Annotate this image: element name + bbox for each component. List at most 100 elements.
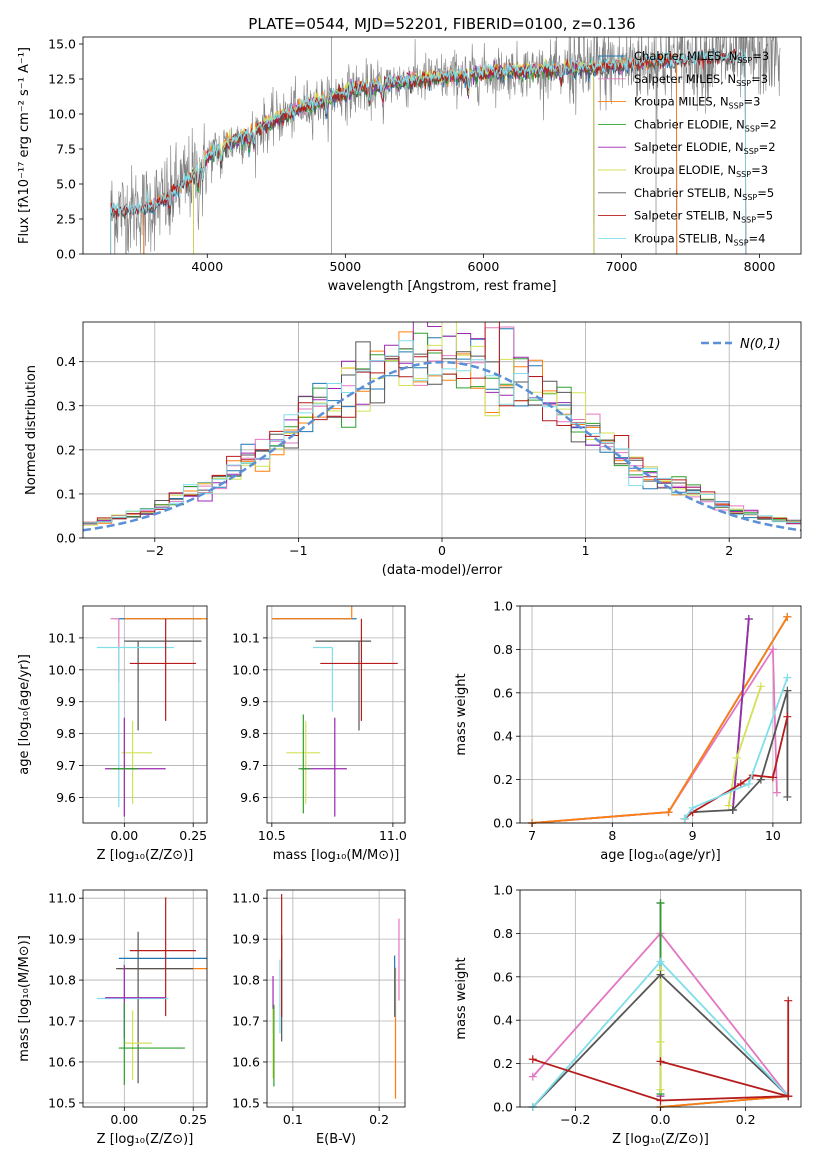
chart-title: PLATE=0544, MJD=52201, FIBERID=0100, z=0… xyxy=(248,15,635,33)
x-axis-label: Z [log₁₀(Z/Z⊙)] xyxy=(97,1132,194,1147)
axes-frame xyxy=(82,889,208,1108)
weight-marker xyxy=(744,615,753,624)
x-tick-label: 0 xyxy=(438,543,446,558)
weight-marker xyxy=(783,712,792,721)
axes-weight-vs-age xyxy=(520,605,801,824)
weight-marker xyxy=(728,805,737,814)
legend-label: N(0,1) xyxy=(740,337,781,352)
x-tick-label: −0.2 xyxy=(560,1112,590,1127)
x-tick-label: 9 xyxy=(689,828,697,843)
y-axis-label: Normed distribution xyxy=(24,365,39,495)
weight-marker xyxy=(656,1037,665,1046)
y-tick-label: 0.8 xyxy=(493,642,513,657)
weight-line xyxy=(532,1000,790,1102)
frame-age-vs-mass: 10.5 11.0 9.6 9.7 9.8 9.9 10.0 10.1 mass [log₁₀(… xyxy=(232,605,407,863)
model-spectrum xyxy=(193,58,595,254)
x-axis-label: mass [log₁₀(M/M⊙)] xyxy=(273,848,400,863)
frame-weight-vs-age: 7 8 9 10 0.0 0.2 0.4 0.6 0.8 1.0 age [log₁₀(age/yr… xyxy=(454,599,802,863)
y-tick-label: 9.6 xyxy=(240,790,260,805)
axes-frame xyxy=(266,889,406,1108)
frame-mass-vs-Z: 0.00 0.25 10.5 10.6 10.7 10.8 10.9 11.0 Z [log₁₀… xyxy=(17,889,208,1147)
errorbar-plot xyxy=(271,606,398,817)
weight-marker xyxy=(784,1092,793,1101)
y-tick-label: 10.0 xyxy=(232,662,260,677)
x-tick-label: 0.25 xyxy=(179,828,207,843)
y-axis-label: age [log₁₀(age/yr)] xyxy=(17,654,32,775)
x-axis-label: wavelength [Angstrom, rest frame] xyxy=(328,279,557,294)
legend-label: Chabrier ELODIE, NSSP=2 xyxy=(634,117,777,133)
y-tick-label: 0.0 xyxy=(56,247,76,262)
y-tick-label: 0.4 xyxy=(493,729,513,744)
y-tick-label: 5.0 xyxy=(56,177,76,192)
x-axis-label: (data-model)/error xyxy=(382,563,503,578)
y-axis-label: mass weight xyxy=(454,957,469,1039)
x-axis-label: Z [log₁₀(Z/Z⊙)] xyxy=(97,848,194,863)
legend: Chabrier MILES, NSSP=3 Salpeter MILES, NS… xyxy=(598,49,777,247)
weight-marker xyxy=(783,612,792,621)
x-tick-label: −1 xyxy=(289,543,307,558)
weight-marker xyxy=(768,773,777,782)
axes-mass-vs-EBV xyxy=(267,890,405,1107)
x-tick-label: 0.1 xyxy=(283,1112,303,1127)
model-spectrum xyxy=(193,60,595,254)
weight-line xyxy=(683,677,789,820)
weight-marker xyxy=(768,645,777,654)
model-spectrum xyxy=(110,48,747,254)
weight-marker xyxy=(656,1057,665,1066)
axes-age-vs-Z xyxy=(83,606,207,823)
x-tick-label: 0.00 xyxy=(110,1112,138,1127)
y-axis-label: mass [log₁₀(M/M⊙)] xyxy=(17,935,32,1062)
y-tick-label: 10.6 xyxy=(232,1054,260,1069)
y-tick-label: 0.2 xyxy=(56,442,76,457)
y-tick-label: 0.2 xyxy=(493,772,513,787)
axes-frame xyxy=(519,605,802,824)
x-tick-label: 4000 xyxy=(191,259,223,274)
x-axis-label: age [log₁₀(age/yr)] xyxy=(600,848,721,863)
x-tick-label: 2 xyxy=(725,543,733,558)
legend-label: Kroupa ELODIE, NSSP=3 xyxy=(634,163,768,179)
weight-marker xyxy=(656,899,665,908)
y-tick-label: 0.8 xyxy=(493,926,513,941)
weight-marker xyxy=(664,808,673,817)
weight-marker xyxy=(783,792,792,801)
y-tick-label: 9.8 xyxy=(240,726,260,741)
weight-marker xyxy=(744,779,753,788)
gaussian-curve xyxy=(83,360,801,532)
x-tick-label: 0.25 xyxy=(179,1112,207,1127)
y-tick-label: 1.0 xyxy=(493,883,513,898)
weight-marker xyxy=(756,682,765,691)
frame-age-vs-Z: 0.00 0.25 9.6 9.7 9.8 9.9 10.0 10.1 Z [log₁₀(Z/Z… xyxy=(17,605,208,863)
y-tick-label: 0.4 xyxy=(493,1013,513,1028)
weight-plot xyxy=(528,899,793,1111)
x-tick-label: −2 xyxy=(146,543,164,558)
data-spectrum xyxy=(110,37,781,254)
weight-marker xyxy=(732,753,741,762)
weight-marker xyxy=(656,1085,665,1094)
y-tick-label: 9.9 xyxy=(240,694,260,709)
x-tick-label: 1 xyxy=(582,543,590,558)
weight-marker xyxy=(772,788,781,797)
y-tick-label: 9.7 xyxy=(240,758,260,773)
hist-plot xyxy=(83,322,801,532)
y-tick-label: 10.8 xyxy=(48,973,76,988)
weight-line xyxy=(731,618,750,811)
x-tick-label: 10 xyxy=(765,828,781,843)
weight-marker xyxy=(656,970,665,979)
frame-mass-vs-EBV: 0.1 0.2 10.5 10.6 10.7 10.8 10.9 11.0 E(B-V) xyxy=(232,889,406,1147)
y-tick-label: 10.9 xyxy=(232,932,260,947)
x-tick-label: 7000 xyxy=(606,259,638,274)
x-tick-label: 0.00 xyxy=(110,828,138,843)
y-tick-label: 9.8 xyxy=(56,726,76,741)
model-spectrum xyxy=(110,48,747,254)
y-axis-label: mass weight xyxy=(454,673,469,755)
model-spectrum xyxy=(193,59,595,254)
x-axis-label: Z [log₁₀(Z/Z⊙)] xyxy=(612,1132,709,1147)
weight-plot xyxy=(528,612,792,827)
legend-label: Salpeter STELIB, NSSP=5 xyxy=(634,209,773,225)
legend-label: Chabrier MILES, NSSP=3 xyxy=(634,49,769,65)
y-tick-label: 2.5 xyxy=(56,212,76,227)
y-tick-label: 10.0 xyxy=(48,107,76,122)
y-tick-label: 0.4 xyxy=(56,354,76,369)
x-tick-label: 10.5 xyxy=(258,828,286,843)
